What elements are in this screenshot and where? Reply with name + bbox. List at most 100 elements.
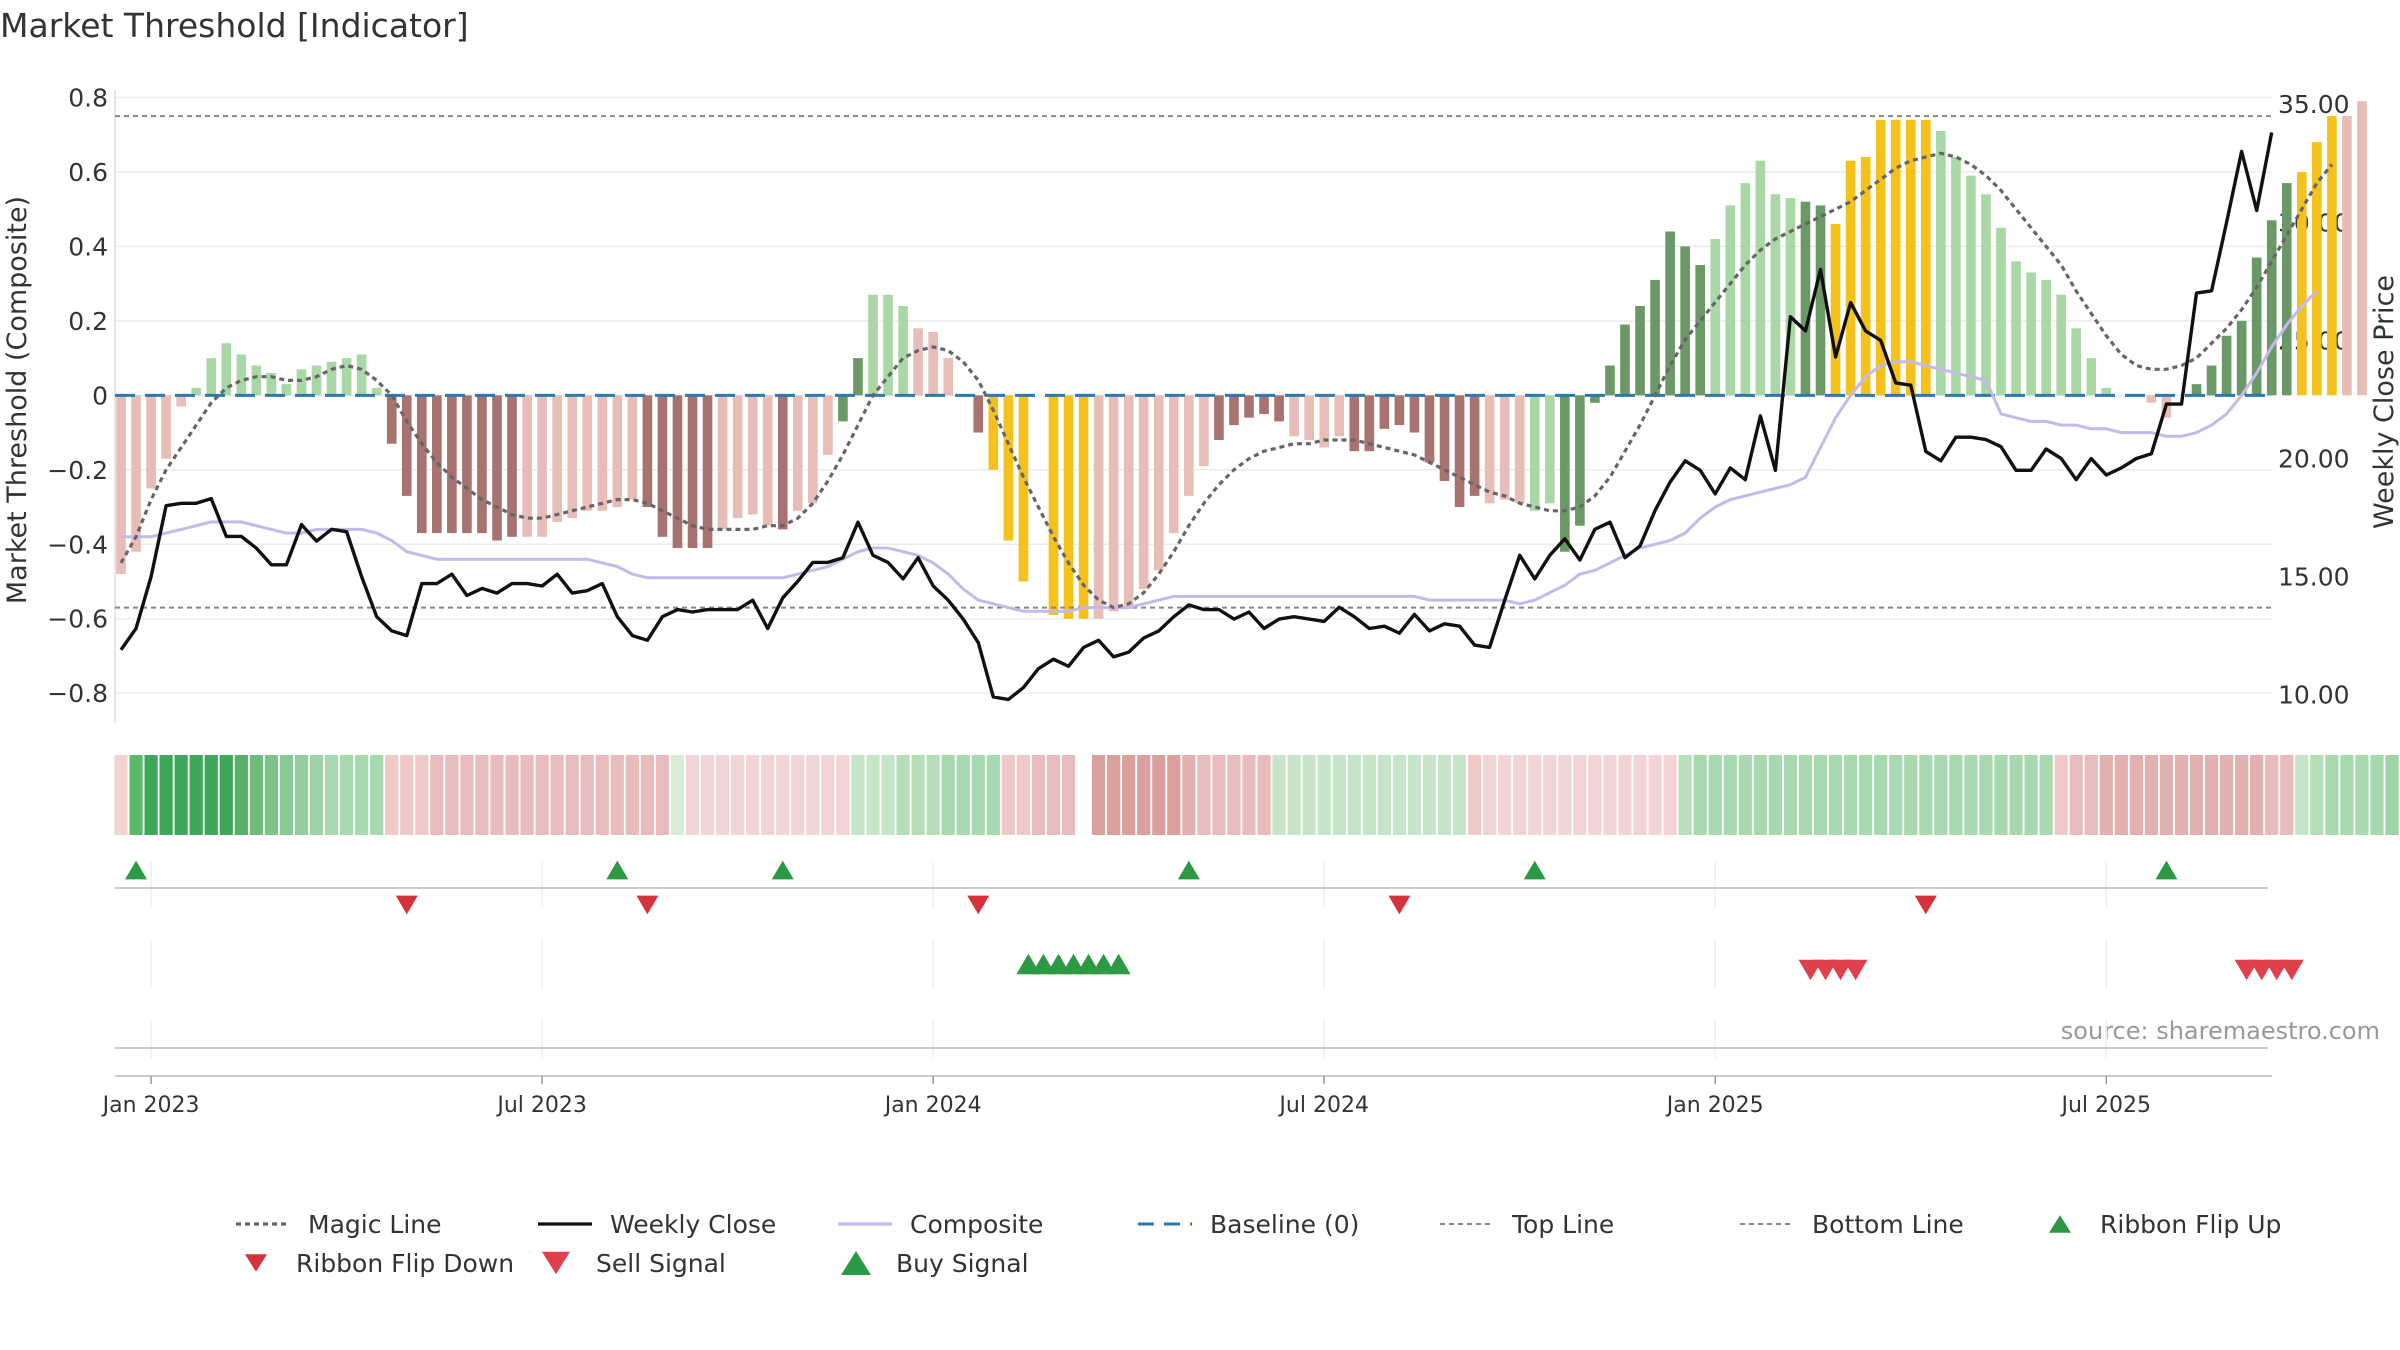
ribbon-cell xyxy=(1016,755,1030,835)
ribbon-cell xyxy=(2024,755,2038,835)
ribbon-cell xyxy=(129,755,143,835)
legend-item-baseline: Baseline (0) xyxy=(1138,1210,1359,1239)
composite-bar xyxy=(973,395,984,433)
composite-bar xyxy=(1860,157,1871,396)
ribbon-cell xyxy=(956,755,970,835)
composite-bar xyxy=(1199,395,1209,467)
composite-bar xyxy=(1755,160,1766,396)
composite-bar xyxy=(1996,227,2006,396)
composite-bar xyxy=(1575,395,1585,526)
composite-bar xyxy=(1966,175,1976,396)
composite-bar xyxy=(2071,328,2082,396)
composite-bar xyxy=(1695,265,1706,396)
buy-signal-marker xyxy=(1046,953,1071,975)
composite-bar xyxy=(296,369,307,396)
ribbon-cell xyxy=(2129,755,2143,835)
ribbon-cell xyxy=(1468,755,1482,835)
ribbon-cell xyxy=(234,755,248,835)
composite-bar xyxy=(1514,395,1525,504)
composite-bar xyxy=(1379,395,1390,429)
ribbon-cell xyxy=(294,755,309,835)
left-tick-label: 0.6 xyxy=(68,158,108,187)
sell-signal-marker xyxy=(2264,959,2289,981)
ribbon-cell xyxy=(370,755,384,835)
legend-swatch xyxy=(542,1251,570,1275)
composite-bar xyxy=(1334,395,1345,437)
ribbon-cell xyxy=(550,755,564,835)
ribbon-cell xyxy=(2114,755,2128,835)
composite-bar xyxy=(176,395,186,407)
x-tick-label: Jan 2024 xyxy=(883,1093,982,1118)
ribbon-cell xyxy=(716,755,730,835)
legend-label: Weekly Close xyxy=(610,1210,776,1239)
composite-bar xyxy=(1800,201,1811,396)
composite-bar xyxy=(447,395,457,534)
composite-bar xyxy=(1725,205,1736,396)
composite-bar xyxy=(1003,395,1014,541)
ribbon-cell xyxy=(1332,755,1346,835)
ribbon-cell xyxy=(2189,755,2204,835)
ribbon-flip-down-marker xyxy=(967,895,990,915)
source-note: source: sharemaestro.com xyxy=(2061,1017,2380,1045)
ribbon-cell xyxy=(1031,755,1046,835)
ribbon-cell xyxy=(731,755,745,835)
ribbon-cell xyxy=(340,755,354,835)
composite-bar xyxy=(913,328,923,396)
x-tick-label: Jul 2025 xyxy=(2060,1093,2152,1118)
composite-bar xyxy=(627,395,638,500)
legend-item-magic: Magic Line xyxy=(236,1210,442,1239)
indicator-lines xyxy=(115,115,2334,702)
ribbon-cell xyxy=(1392,755,1406,835)
ribbon-cell xyxy=(836,755,850,835)
legend-label: Ribbon Flip Up xyxy=(2100,1210,2281,1239)
sell-signal-marker xyxy=(1813,959,1838,981)
right-tick-label: 35.00 xyxy=(2278,90,2350,119)
composite-bar xyxy=(1890,119,1901,396)
legend-swatch xyxy=(2049,1215,2071,1233)
ribbon-cell xyxy=(1302,755,1316,835)
composite-bar xyxy=(1845,160,1856,396)
composite-bar xyxy=(1590,395,1600,403)
composite-bar xyxy=(552,395,562,522)
ribbon-cell xyxy=(1573,755,1587,835)
composite-bar xyxy=(732,395,743,519)
ribbon-flip-up-marker xyxy=(125,860,148,880)
ribbon-cell xyxy=(2069,755,2083,835)
ribbon-cell xyxy=(2295,755,2309,835)
sell-signal-marker xyxy=(1828,959,1853,981)
composite-bar xyxy=(1905,119,1916,396)
composite-bar xyxy=(823,395,833,455)
x-tick-label: Jan 2023 xyxy=(101,1093,200,1118)
composite-bar xyxy=(687,395,698,548)
ribbon-cell xyxy=(610,755,624,835)
legend-label: Composite xyxy=(910,1210,1043,1239)
x-tick-label: Jul 2023 xyxy=(495,1093,587,1118)
ribbon-cell xyxy=(1182,755,1196,835)
ribbon-cell xyxy=(1949,755,1963,835)
ribbon-cell xyxy=(2144,755,2158,835)
composite-bar xyxy=(1936,130,1946,396)
legend-label: Top Line xyxy=(1511,1210,1614,1239)
ribbon-cell xyxy=(926,755,940,835)
left-axis-label: Market Threshold (Composite) xyxy=(2,196,33,604)
ribbon-cell xyxy=(1723,755,1737,835)
composite-bar xyxy=(1138,395,1149,589)
legend-item-sell: Sell Signal xyxy=(542,1249,726,1278)
composite-bar xyxy=(1770,194,1781,396)
composite-bar xyxy=(1815,205,1826,396)
ribbon-cell xyxy=(1618,755,1632,835)
ribbon-cell xyxy=(565,755,579,835)
ribbon-cell xyxy=(1768,755,1782,835)
legend-item-flipdown: Ribbon Flip Down xyxy=(245,1249,514,1278)
composite-bars xyxy=(116,101,2367,619)
ribbon-cell xyxy=(1377,755,1391,835)
composite-bar xyxy=(1560,395,1570,552)
composite-bar xyxy=(2221,335,2232,396)
composite-bar xyxy=(2086,358,2097,396)
ribbon-cell xyxy=(1317,755,1331,835)
composite-bar xyxy=(462,395,472,534)
composite-bar xyxy=(221,343,232,396)
sell-signal-marker xyxy=(2249,959,2274,981)
composite-bar xyxy=(2357,101,2367,396)
ribbon-cell xyxy=(1994,755,2008,835)
